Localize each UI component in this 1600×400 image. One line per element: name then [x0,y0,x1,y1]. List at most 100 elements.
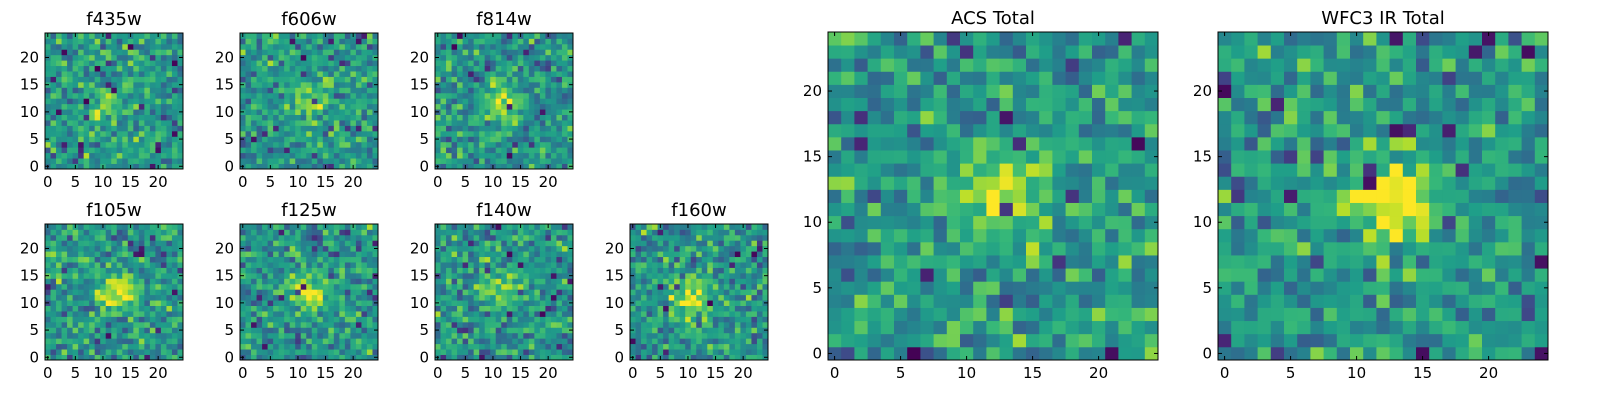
heatmap-cell [61,120,68,126]
heatmap-cell [1026,346,1040,361]
heatmap-cell [506,311,513,317]
heatmap-cell [561,267,568,274]
heatmap-cell [273,327,280,334]
heatmap-cell [762,294,769,301]
heatmap-cell [350,349,357,355]
heatmap-cell [240,87,246,94]
heatmap-cell [127,43,134,50]
heatmap-cell [668,343,675,350]
heatmap-cell [339,300,346,306]
heatmap-cell [240,283,246,290]
heatmap-cell [512,267,519,274]
heatmap-cell [561,43,568,50]
heatmap-cell [155,294,162,301]
heatmap-cell [490,278,497,285]
heatmap-cell [256,278,263,285]
heatmap-cell [366,152,373,159]
heatmap-cell [372,316,379,323]
heatmap-cell [61,267,68,274]
heatmap-cell [1105,189,1119,203]
heatmap-cell [317,316,324,323]
heatmap-cell [707,224,714,230]
heatmap-cell [561,103,568,110]
panel-title: f435w [86,9,141,30]
heatmap-cell [160,49,167,56]
x-tick-label: 5 [71,364,81,382]
heatmap-cell [322,136,329,143]
heatmap-cell [355,103,362,110]
heatmap-cell [652,305,658,312]
heatmap-cell [366,33,373,39]
heatmap-cell [567,38,574,45]
heatmap-cell [89,130,96,137]
heatmap-cell [138,229,145,236]
heatmap-cell [322,311,329,317]
heatmap-cell [78,76,85,83]
heatmap-cell [333,60,340,67]
heatmap-cell [468,349,475,355]
heatmap-cell [973,346,987,361]
heatmap-cell [685,294,692,301]
heatmap-cell [528,76,535,83]
heatmap-cell [322,87,329,94]
heatmap-cell [284,305,291,312]
heatmap-cell [361,256,368,263]
heatmap-cell [556,109,563,115]
heatmap-cell [457,311,463,317]
heatmap-cell [328,332,335,339]
heatmap-cell [556,92,563,99]
heatmap-cell [718,229,725,236]
heatmap-cell [718,256,725,263]
heatmap-cell [462,65,469,72]
heatmap-cell [149,262,156,268]
heatmap-cell [707,332,714,339]
heatmap-cell [867,346,882,361]
heatmap-cell [457,60,463,67]
heatmap-cell [960,255,974,269]
heatmap-cell [451,332,458,339]
heatmap-cell [841,281,855,295]
heatmap-cell [545,141,552,148]
heatmap-cell [262,278,268,285]
heatmap-cell [712,245,719,252]
heatmap-cell [545,321,552,328]
heatmap-cell [289,130,296,137]
heatmap-cell [506,349,513,355]
heatmap-cell [523,332,530,339]
heatmap-cell [111,109,118,115]
heatmap-cell [734,321,741,328]
heatmap-cell [457,316,463,323]
heatmap-cell [94,272,101,279]
heatmap-cell [133,240,140,247]
heatmap-cell [756,245,763,252]
heatmap-cell [133,130,140,137]
heatmap-cell [322,294,329,301]
heatmap-cell [468,158,475,164]
heatmap-cell [67,152,73,159]
heatmap-cell [1144,333,1159,348]
heatmap-cell [523,327,530,334]
heatmap-cell [1065,268,1080,282]
heatmap-cell [100,38,107,45]
x-tick-label: 15 [121,364,140,382]
heatmap-cell [440,65,447,72]
heatmap-cell [133,224,140,230]
heatmap-cell [339,98,346,105]
heatmap-cell [67,327,73,334]
heatmap-cell [245,338,252,345]
heatmap-cell [907,320,921,335]
heatmap-cell [740,338,747,345]
heatmap-cell [295,49,302,56]
heatmap-cell [528,60,535,67]
heatmap-cell [1118,294,1132,308]
heatmap-cell [133,81,140,88]
heatmap-cell [344,240,351,247]
y-tick-label: 5 [224,321,234,339]
heatmap-cell [311,49,318,56]
heatmap-cell [339,327,346,334]
heatmap-cell [300,343,307,350]
heatmap-cell [361,338,368,345]
heatmap-cell [83,278,90,285]
heatmap-cell [690,251,697,258]
heatmap-cell [751,316,758,323]
